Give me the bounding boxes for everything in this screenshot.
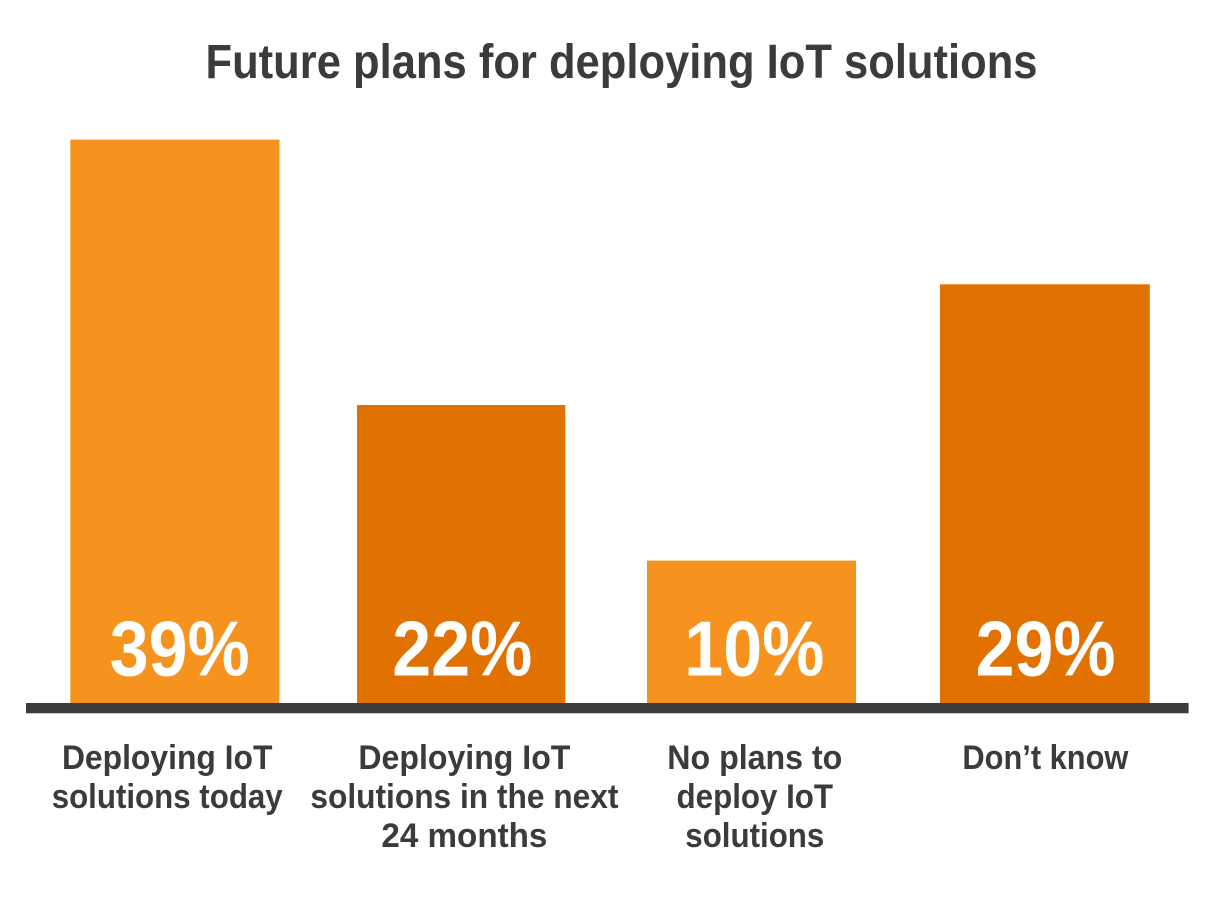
svg-text:Deploying IoT: Deploying IoT bbox=[62, 739, 273, 777]
svg-text:39%: 39% bbox=[110, 604, 250, 692]
svg-text:10%: 10% bbox=[684, 604, 824, 692]
svg-text:solutions in the next: solutions in the next bbox=[310, 778, 618, 816]
svg-text:Deploying IoT: Deploying IoT bbox=[358, 739, 570, 777]
svg-text:No plans to: No plans to bbox=[667, 739, 842, 777]
svg-text:22%: 22% bbox=[392, 604, 532, 692]
svg-text:deploy IoT: deploy IoT bbox=[677, 778, 834, 816]
svg-text:29%: 29% bbox=[976, 604, 1116, 692]
svg-text:24 months: 24 months bbox=[381, 817, 547, 855]
svg-text:Don’t know: Don’t know bbox=[962, 739, 1128, 777]
svg-text:solutions today: solutions today bbox=[52, 778, 283, 816]
svg-text:solutions: solutions bbox=[685, 817, 824, 855]
svg-text:Future plans for deploying IoT: Future plans for deploying IoT solutions bbox=[206, 36, 1038, 89]
